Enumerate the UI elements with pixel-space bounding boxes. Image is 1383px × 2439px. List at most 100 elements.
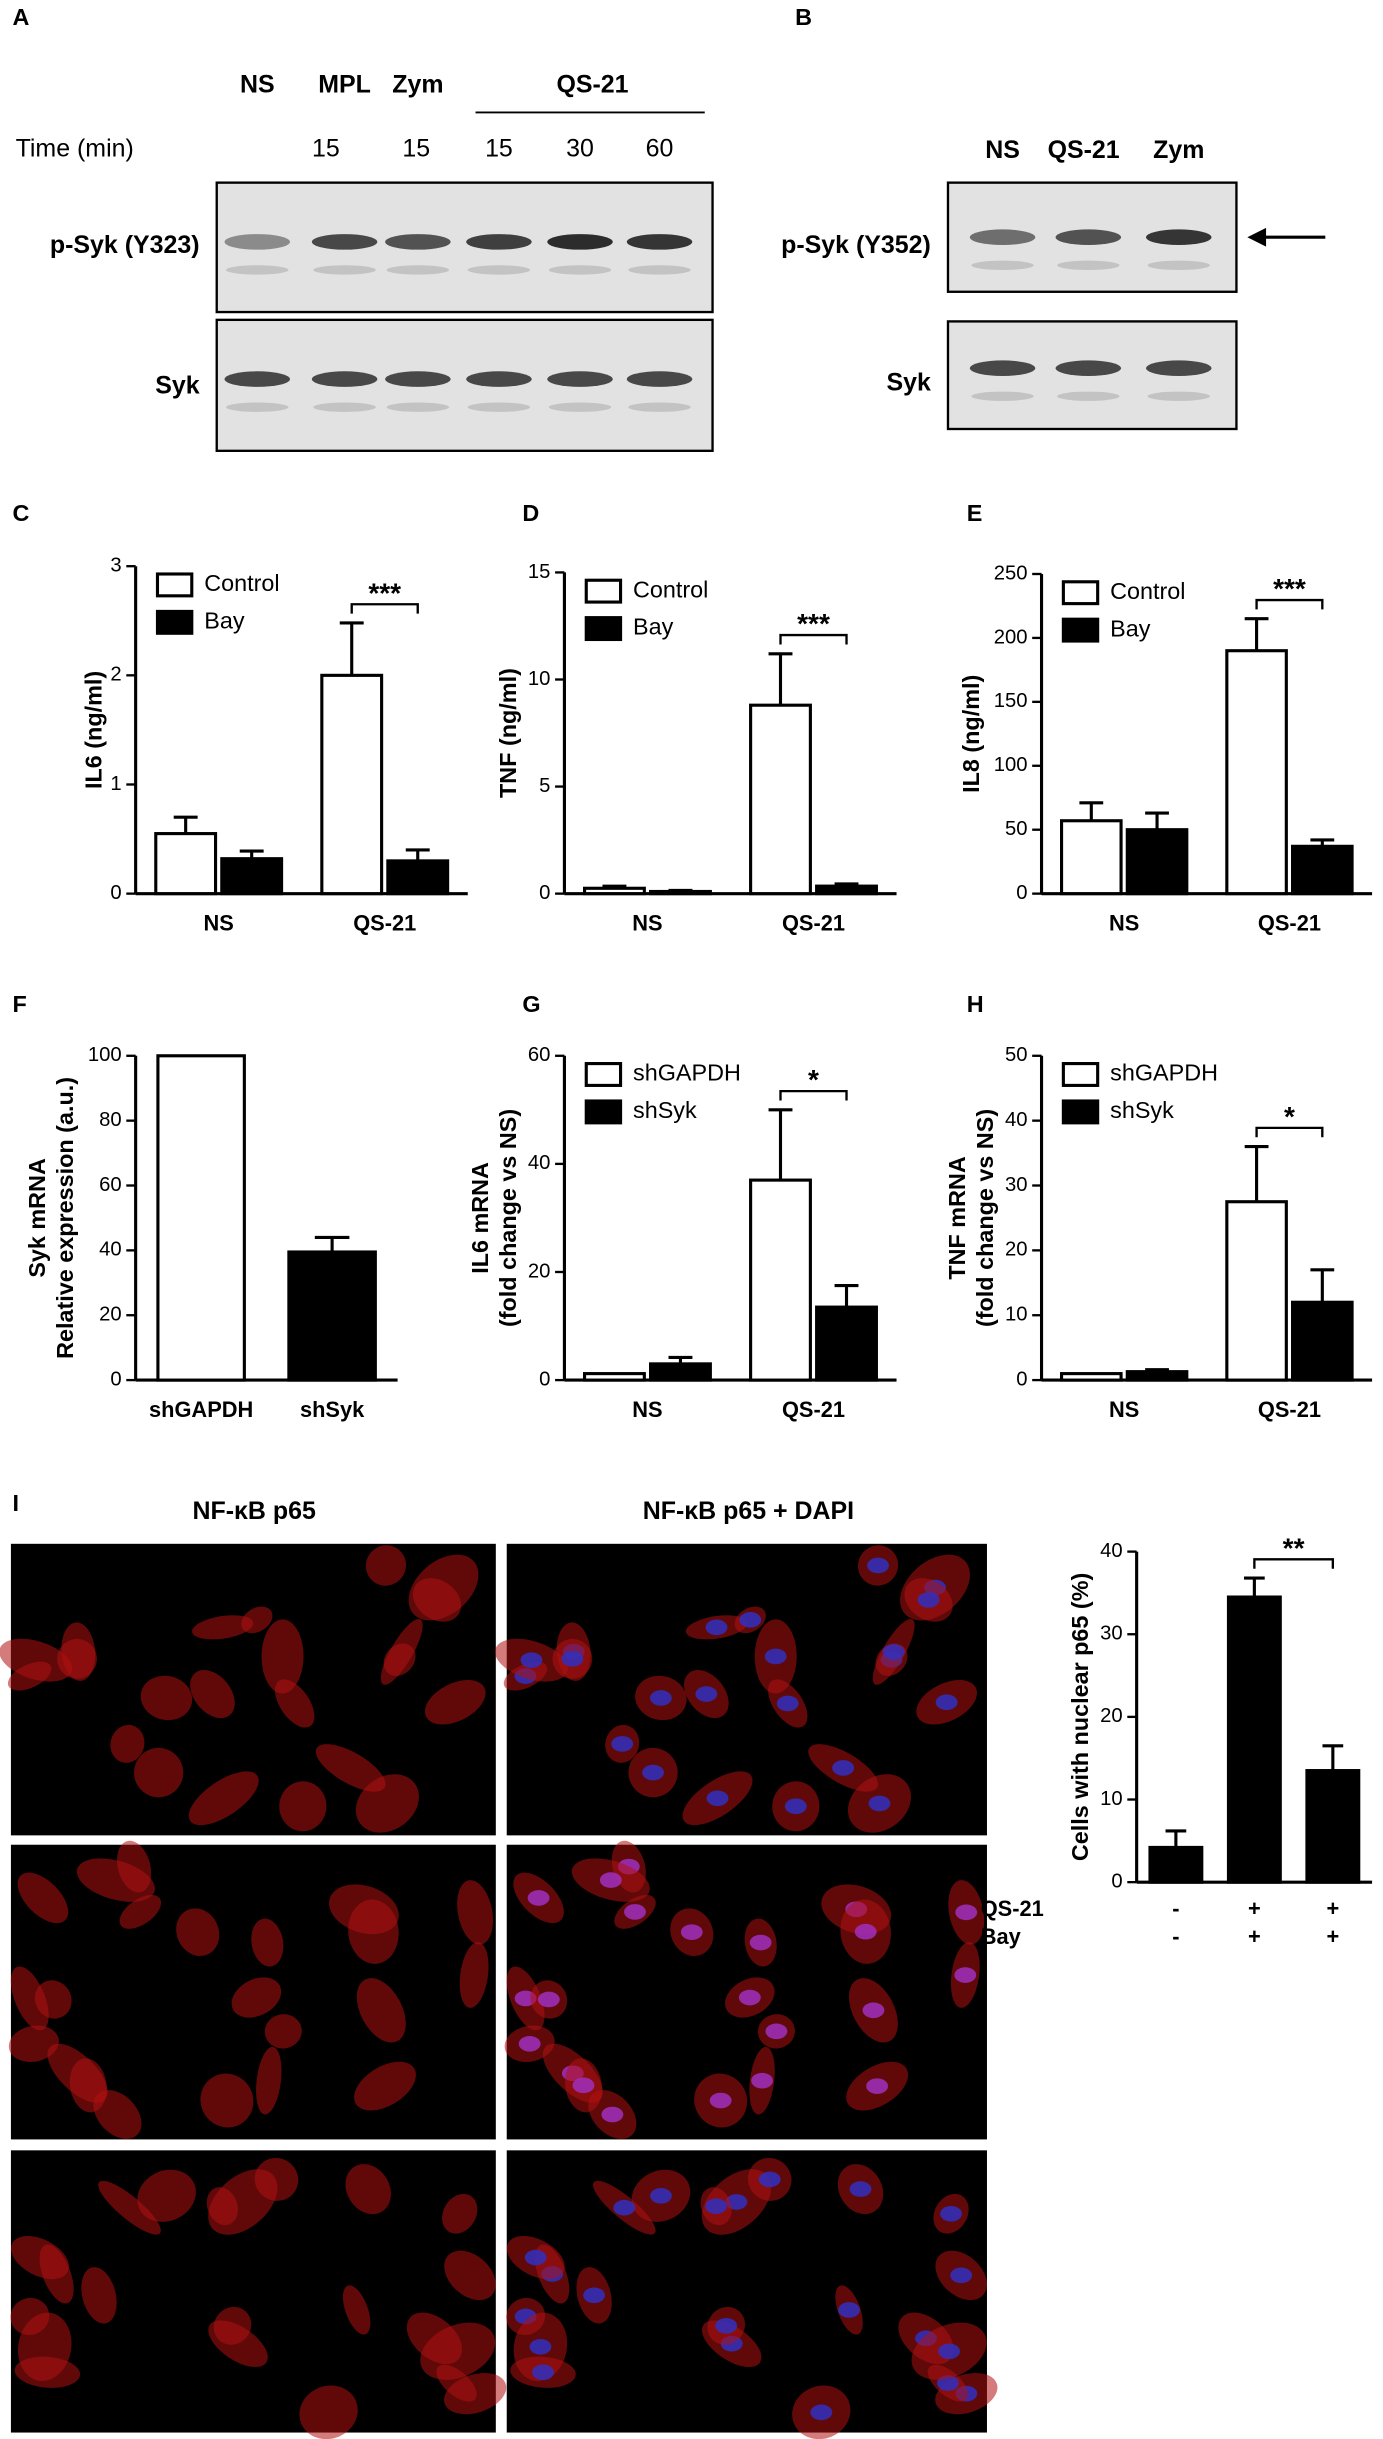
blot-band-faint (628, 402, 691, 412)
y-tick-label: 15 (528, 561, 551, 583)
blot-band (969, 360, 1036, 376)
legend-swatch (1061, 580, 1100, 606)
lane-header: Zym (392, 71, 443, 99)
blot-band-faint (1057, 260, 1120, 270)
cell (459, 1942, 489, 2008)
bar (1059, 1372, 1123, 1382)
blot-label: p-Syk (Y323) (50, 231, 200, 259)
nucleus (642, 1764, 664, 1781)
cell (11, 2235, 69, 2280)
time-value: 15 (312, 134, 340, 162)
nucleus (940, 2205, 962, 2222)
y-tick-label: 80 (99, 1109, 122, 1131)
time-value: 15 (402, 134, 430, 162)
y-tick-label: 40 (528, 1152, 551, 1174)
x-tick-label: NS (632, 1397, 662, 1422)
y-axis-label: TNF (ng/ml) (495, 668, 521, 798)
nucleus (709, 2092, 732, 2109)
blot-band-faint (971, 391, 1034, 401)
legend-swatch (584, 578, 623, 604)
panel-label: C (12, 500, 29, 526)
significance-bracket (779, 1089, 848, 1101)
blot-band-faint (1057, 391, 1120, 401)
bar (1125, 1370, 1189, 1382)
blot-band-faint (467, 265, 531, 275)
x-tick-label: shSyk (300, 1397, 365, 1422)
y-tick-label: 10 (528, 668, 551, 690)
cell (10, 1966, 49, 2031)
nucleus (613, 2199, 636, 2216)
x-tick-label: QS-21 (353, 911, 416, 936)
y-tick-label: 30 (1005, 1174, 1028, 1196)
y-tick-label: 0 (1016, 882, 1027, 904)
blot-band (626, 234, 693, 250)
y-tick-label: 20 (1005, 1239, 1028, 1261)
panel-label: A (12, 4, 29, 30)
nucleus (705, 1619, 728, 1636)
y-axis-label: Relative expression (a.u.) (52, 1077, 78, 1359)
nucleus (520, 1652, 543, 1668)
blot-band (1146, 360, 1212, 376)
y-tick-label: 60 (99, 1174, 122, 1196)
blot-band (1055, 360, 1122, 376)
legend-swatch (584, 616, 623, 642)
y-tick-label: 0 (539, 882, 550, 904)
cell (206, 2187, 238, 2226)
x-tick-label: NS (204, 911, 234, 936)
blot-band-faint (971, 260, 1034, 270)
cell (14, 2356, 81, 2388)
nucleus (765, 2023, 788, 2040)
cell (200, 2073, 254, 2128)
significance-label: * (1284, 1101, 1295, 1132)
bar (815, 1305, 878, 1382)
blot-band-faint (226, 402, 289, 412)
y-axis-label: (fold change vs NS) (972, 1109, 998, 1327)
condition-value: + (1248, 1896, 1261, 1921)
legend-swatch (584, 1062, 623, 1087)
cell (98, 2180, 161, 2235)
time-label: Time (min) (16, 134, 134, 162)
bar (749, 1178, 812, 1382)
cell (137, 2169, 196, 2222)
nucleus (529, 2339, 552, 2355)
lane-header: NS (985, 136, 1020, 164)
y-tick-label: 3 (110, 555, 121, 577)
condition-value: - (1172, 1896, 1179, 1921)
bar (582, 886, 646, 896)
y-axis-label: IL6 mRNA (467, 1162, 493, 1274)
x-tick-label: shGAPDH (149, 1397, 253, 1422)
blot-band (224, 371, 291, 387)
nucleus (867, 1557, 889, 1574)
nucleus (715, 2318, 738, 2334)
legend-swatch (1061, 617, 1100, 643)
legend-swatch (1061, 1062, 1100, 1087)
y-tick-label: 40 (99, 1239, 122, 1261)
legend-label: Control (633, 576, 708, 602)
blot-label: p-Syk (Y352) (781, 231, 931, 259)
bar (649, 1362, 712, 1382)
nucleus (954, 1967, 977, 1983)
cell (17, 1872, 69, 1924)
blot-band (1146, 229, 1212, 246)
cell (190, 1669, 235, 1719)
significance-label: * (808, 1064, 819, 1095)
x-tick-label: QS-21 (1258, 1397, 1321, 1422)
x-tick-label: NS (1109, 1397, 1139, 1422)
column-header: NF-κB p65 (192, 1497, 315, 1525)
x-tick-label: QS-21 (782, 1397, 845, 1422)
cell (57, 1638, 97, 1679)
cell (176, 1908, 220, 1956)
arrow-head (1247, 227, 1267, 247)
y-axis-label: TNF mRNA (944, 1156, 970, 1279)
y-tick-label: 0 (1016, 1368, 1027, 1390)
nucleus (749, 1934, 772, 1951)
nucleus (695, 1686, 718, 1702)
y-axis-label: Cells with nuclear p65 (%) (1067, 1573, 1093, 1861)
bar (1291, 844, 1354, 896)
y-axis-label: IL8 (ng/ml) (958, 675, 984, 793)
nucleus (751, 2072, 774, 2089)
bar (815, 884, 878, 896)
cell (380, 1619, 423, 1685)
cell (264, 2014, 302, 2049)
blot-band (385, 371, 451, 387)
